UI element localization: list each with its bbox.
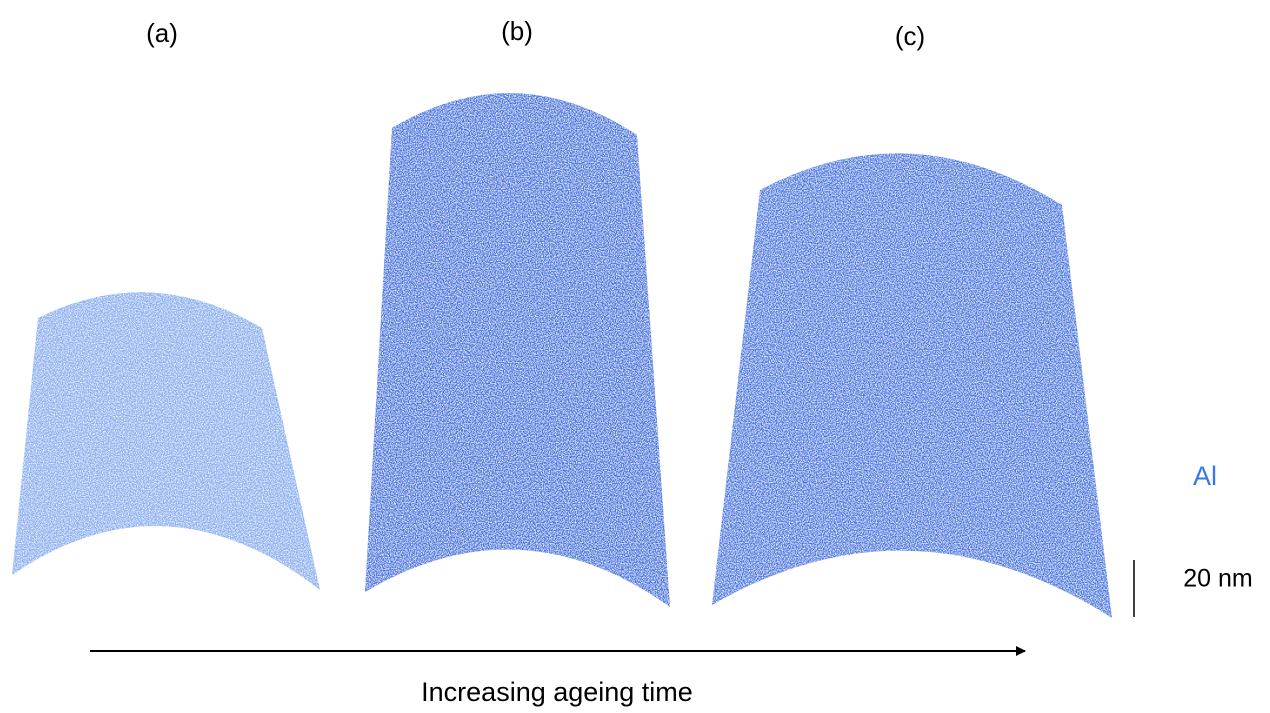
scale-bar-label: 20 nm [1183, 565, 1252, 593]
reconstruction-a [12, 292, 320, 590]
reconstruction-b [365, 93, 670, 608]
panel-label: (c) [895, 21, 925, 51]
panel-label: (a) [146, 18, 178, 48]
element-label: Al [1193, 461, 1217, 491]
panel-label: (b) [501, 16, 533, 46]
arrow-label: Increasing ageing time [421, 677, 693, 707]
reconstruction-c [712, 153, 1112, 618]
